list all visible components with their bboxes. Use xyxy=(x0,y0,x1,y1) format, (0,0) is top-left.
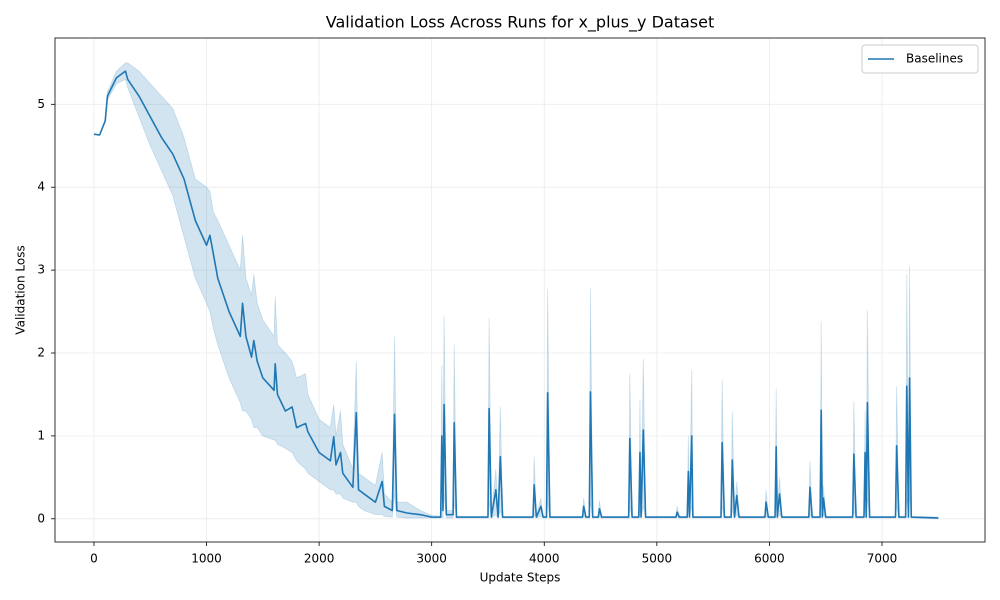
x-tick-label: 2000 xyxy=(304,552,335,566)
legend: Baselines xyxy=(861,44,979,74)
y-tick-label: 2 xyxy=(37,346,45,360)
x-tick-label: 3000 xyxy=(416,552,447,566)
axes-frame xyxy=(54,37,986,543)
y-tick-label: 3 xyxy=(37,263,45,277)
chart-title: Validation Loss Across Runs for x_plus_y… xyxy=(326,13,714,33)
line xyxy=(93,70,939,519)
y-tick-label: 1 xyxy=(37,428,45,442)
x-tick-label: 6000 xyxy=(754,552,785,566)
x-tick-label: 5000 xyxy=(642,552,673,566)
x-tick-label: 1000 xyxy=(191,552,222,566)
x-axis-label: Update Steps xyxy=(480,571,561,585)
legend-label: Baselines xyxy=(906,52,963,66)
x-tick-label: 4000 xyxy=(529,552,560,566)
plot-area: 0 1000 2000 3000 4000 5000 6000 7000 0 1 2 3 4 5 xyxy=(37,38,985,566)
x-tick-label: 7000 xyxy=(867,552,898,566)
y-tick-label: 5 xyxy=(37,97,45,111)
y-tick-label: 0 xyxy=(37,511,45,525)
confidence-band xyxy=(93,62,939,520)
x-tick-label: 0 xyxy=(90,552,98,566)
y-axis-label: Validation Loss xyxy=(14,245,28,334)
y-tick-label: 4 xyxy=(37,180,45,194)
legend-box xyxy=(861,44,979,74)
